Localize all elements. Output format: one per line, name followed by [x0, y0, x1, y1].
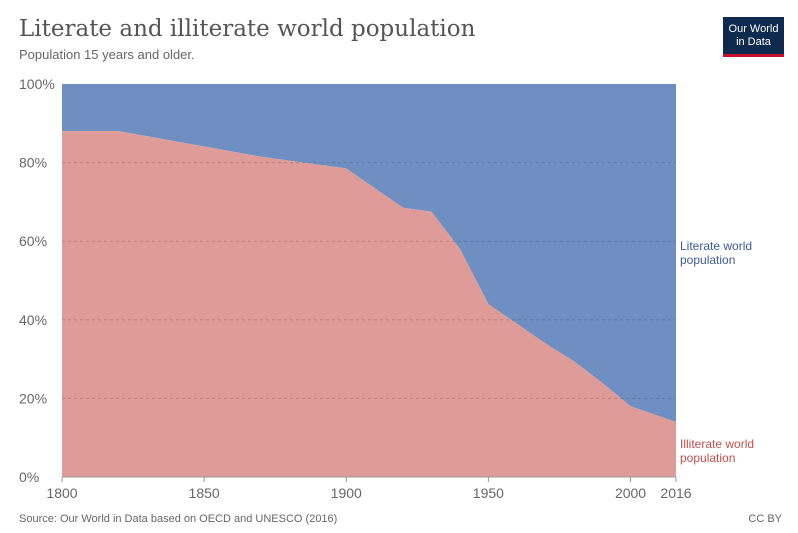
y-tick-label: 60% [19, 233, 47, 249]
source-note[interactable]: Source: Our World in Data based on OECD … [19, 513, 338, 525]
x-tick-label: 1950 [473, 485, 504, 501]
illiterate-area[interactable] [62, 131, 676, 477]
x-tick-label: 2000 [615, 485, 646, 501]
legend-illiterate: Illiterate world population [680, 437, 754, 465]
y-tick-label: 0% [19, 469, 39, 485]
y-tick-label: 20% [19, 390, 47, 406]
y-tick-label: 80% [19, 155, 47, 171]
chart-subtitle: Population 15 years and older. [19, 47, 195, 62]
x-tick-label: 1800 [46, 485, 77, 501]
owid-logo[interactable]: Our World in Data [723, 17, 784, 57]
y-tick-label: 100% [19, 76, 55, 92]
chart-title: Literate and illiterate world population [19, 16, 476, 42]
logo-line-2: in Data [736, 36, 771, 48]
legend-literate: Literate world population [680, 239, 752, 267]
y-tick-label: 40% [19, 312, 47, 328]
x-tick-label: 1850 [189, 485, 220, 501]
x-tick-label: 2016 [660, 485, 691, 501]
literate-area[interactable] [62, 84, 676, 422]
logo-line-1: Our World [728, 23, 779, 35]
x-tick-label: 1900 [331, 485, 362, 501]
license-link[interactable]: CC BY [748, 513, 782, 525]
